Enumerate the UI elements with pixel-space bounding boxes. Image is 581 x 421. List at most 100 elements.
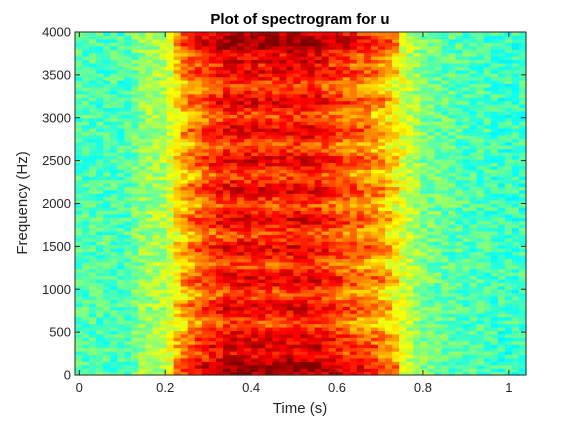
heatmap-cell [385,155,393,160]
heatmap-cell [258,193,266,198]
heatmap-cell [180,289,189,294]
heatmap-cell [215,165,224,170]
heatmap-cell [420,302,428,307]
heatmap-cell [370,361,379,366]
heatmap-cell [244,59,252,64]
heatmap-cell [300,357,309,362]
heatmap-cell [370,131,379,136]
heatmap-cell [103,340,111,345]
heatmap-cell [152,35,161,40]
heatmap-cell [392,35,400,40]
heatmap-cell [314,320,323,325]
heatmap-cell [117,296,125,301]
heatmap-cell [265,330,273,335]
heatmap-cell [385,90,393,95]
heatmap-cell [321,128,330,133]
heatmap-cell [251,313,259,318]
heatmap-cell [237,313,245,318]
heatmap-cell [124,309,132,314]
heatmap-cell [244,230,252,235]
heatmap-cell [399,347,407,352]
heatmap-cell [370,110,379,115]
heatmap-cell [180,100,189,105]
heatmap-cell [89,313,97,318]
heatmap-cell [103,38,111,43]
heatmap-cell [342,340,351,345]
heatmap-cell [131,282,140,287]
heatmap-cell [208,121,217,126]
heatmap-cell [399,169,407,174]
heatmap-cell [385,350,393,356]
heatmap-cell [75,193,83,198]
heatmap-cell [230,90,238,95]
heatmap-cell [420,354,428,359]
heatmap-cell [406,272,414,277]
heatmap-cell [145,35,154,40]
heatmap-cell [378,251,386,256]
heatmap-cell [230,217,238,222]
heatmap-cell [251,224,259,229]
heatmap-cell [258,258,266,263]
heatmap-cell [110,364,118,369]
heatmap-cell [258,206,266,211]
heatmap-cell [370,241,379,246]
heatmap-cell [237,337,245,342]
heatmap-cell [385,196,393,201]
heatmap-cell [342,196,351,201]
heatmap-cell [413,272,421,277]
heatmap-cell [215,357,224,362]
heatmap-cell [180,347,189,352]
heatmap-cell [356,97,365,102]
heatmap-cell [307,52,316,57]
heatmap-cell [406,59,414,64]
heatmap-cell [89,80,97,85]
heatmap-cell [307,189,316,194]
heatmap-cell [251,254,259,259]
heatmap-cell [363,172,372,177]
heatmap-cell [321,258,330,263]
heatmap-cell [399,59,407,64]
heatmap-cell [258,313,266,318]
heatmap-cell [370,134,379,139]
heatmap-cell [265,309,273,314]
heatmap-cell [342,124,351,129]
heatmap-cell [349,69,358,74]
heatmap-cell [399,56,407,61]
heatmap-cell [96,320,104,325]
heatmap-cell [166,131,175,136]
heatmap-cell [279,131,288,136]
heatmap-cell [363,357,372,362]
heatmap-cell [131,131,140,136]
heatmap-cell [96,248,104,253]
heatmap-cell [279,316,288,321]
heatmap-cell [82,292,90,297]
heatmap-cell [307,248,316,253]
heatmap-cell [286,282,295,287]
heatmap-cell [124,361,132,366]
heatmap-cell [237,93,245,98]
heatmap-cell [145,313,154,318]
heatmap-cell [406,244,414,249]
heatmap-cell [314,148,323,153]
heatmap-cell [110,258,118,263]
heatmap-cell [349,213,358,218]
heatmap-cell [145,148,154,153]
heatmap-cell [110,340,118,345]
heatmap-cell [258,90,266,95]
heatmap-cell [103,179,111,184]
heatmap-cell [201,83,210,88]
heatmap-cell [279,248,288,253]
heatmap-cell [378,306,386,311]
heatmap-cell [328,361,337,366]
heatmap-cell [406,230,414,235]
heatmap-cell [392,182,400,187]
heatmap-cell [349,350,358,356]
heatmap-cell [96,206,104,211]
heatmap-cell [286,251,295,256]
heatmap-cell [378,42,386,47]
heatmap-cell [208,272,217,277]
heatmap-cell [413,258,421,263]
heatmap-cell [96,32,104,37]
heatmap-cell [335,189,344,194]
heatmap-cell [159,128,168,133]
